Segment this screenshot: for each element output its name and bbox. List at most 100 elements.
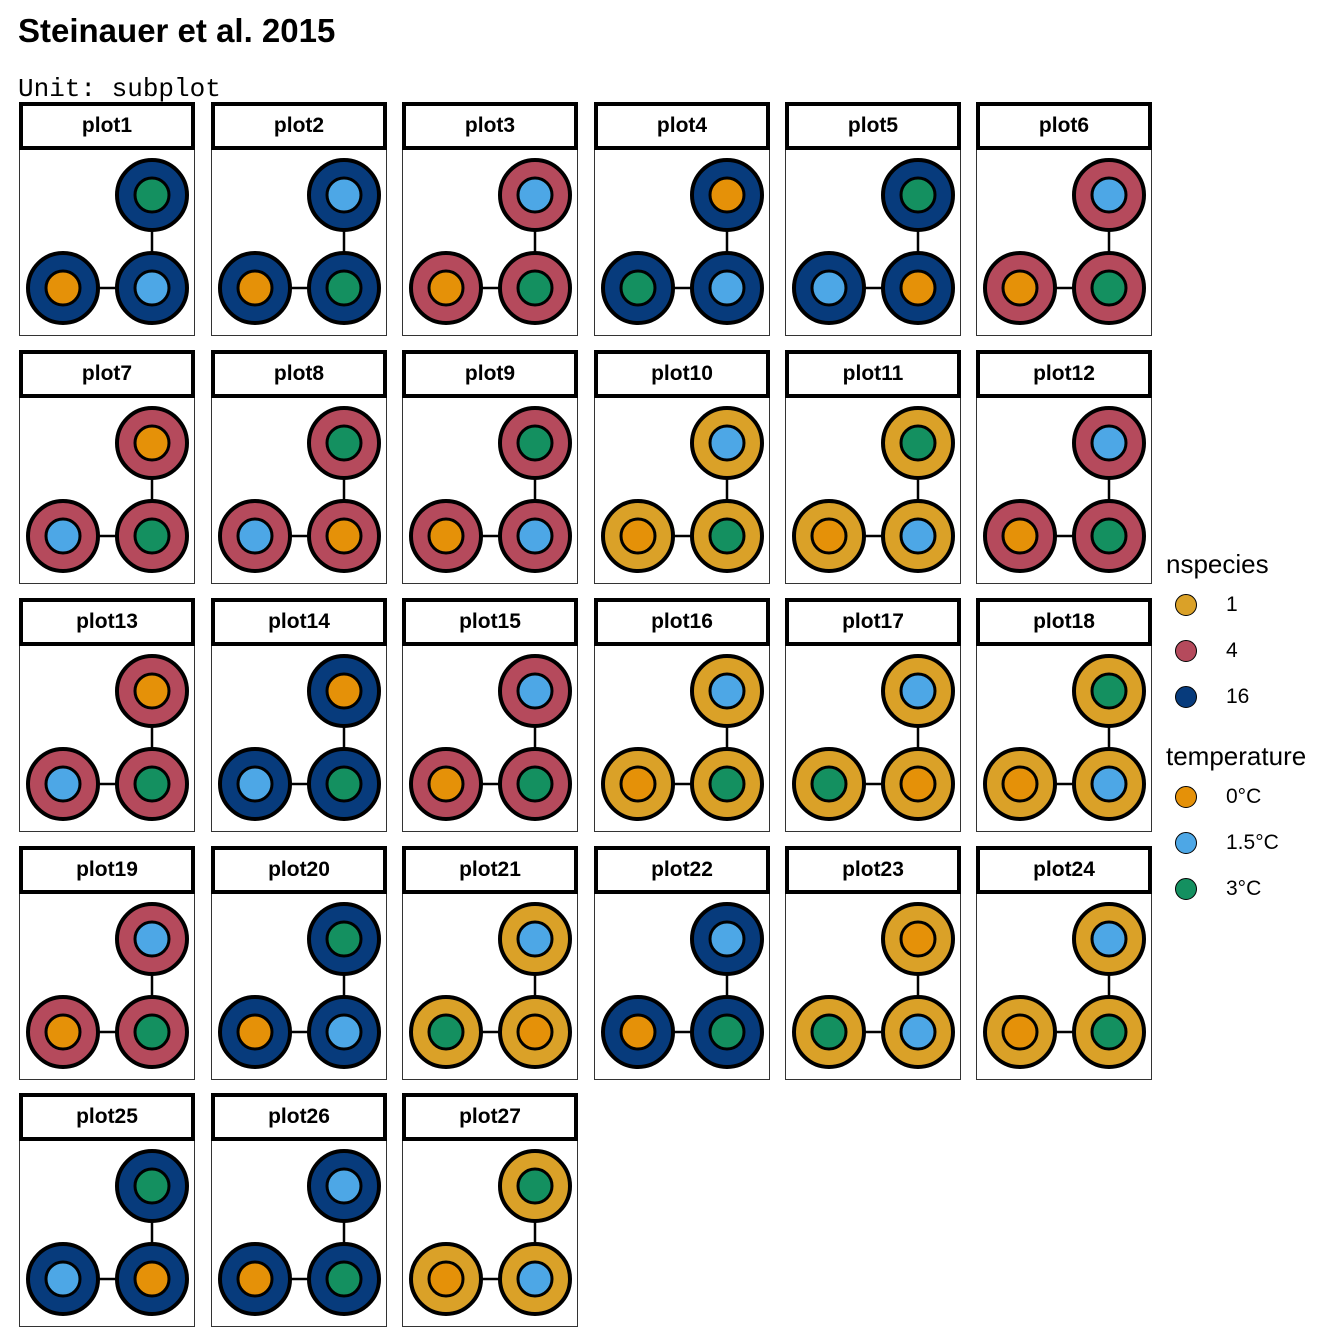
facet-panel: plot9 — [402, 350, 578, 584]
network-graph — [601, 158, 764, 325]
node-inner-temperature — [516, 672, 554, 710]
legend-swatch-temp-1.5 — [1175, 832, 1197, 854]
facet-plot-area — [19, 398, 195, 584]
network-node — [115, 251, 189, 325]
facet-strip-label: plot18 — [976, 598, 1152, 646]
network-graph — [218, 654, 381, 821]
facet-strip-label: plot16 — [594, 598, 770, 646]
node-inner-temperature — [1090, 1013, 1128, 1051]
facet-panel: plot13 — [19, 598, 195, 832]
network-graph — [983, 406, 1146, 573]
facet-strip-label: plot11 — [785, 350, 961, 398]
facet-strip-label: plot26 — [211, 1093, 387, 1141]
node-inner-temperature — [708, 424, 746, 462]
network-node — [601, 251, 675, 325]
facet-strip-label: plot17 — [785, 598, 961, 646]
network-node — [307, 747, 381, 821]
network-graph — [983, 654, 1146, 821]
network-node — [498, 995, 572, 1069]
node-inner-temperature — [133, 672, 171, 710]
facet-strip-label: plot13 — [19, 598, 195, 646]
legend-temperature-title: temperature — [1166, 741, 1307, 771]
node-inner-temperature — [325, 424, 363, 462]
network-node — [115, 1149, 189, 1223]
node-inner-temperature — [133, 920, 171, 958]
node-inner-temperature — [133, 517, 171, 555]
network-node — [792, 251, 866, 325]
network-node — [409, 747, 483, 821]
network-node — [115, 1242, 189, 1316]
network-node — [1072, 499, 1146, 573]
node-inner-temperature — [44, 517, 82, 555]
node-inner-temperature — [619, 517, 657, 555]
network-node — [690, 995, 764, 1069]
node-inner-temperature — [133, 269, 171, 307]
network-node — [498, 1149, 572, 1223]
facet-panel: plot1 — [19, 102, 195, 336]
node-inner-temperature — [899, 920, 937, 958]
facet-panel: plot26 — [211, 1093, 387, 1327]
legend-label: 1 — [1226, 593, 1238, 616]
node-inner-temperature — [899, 517, 937, 555]
facet-strip-label: plot6 — [976, 102, 1152, 150]
network-node — [601, 747, 675, 821]
network-graph — [983, 902, 1146, 1069]
network-graph — [26, 902, 189, 1069]
facet-plot-area — [976, 150, 1152, 336]
network-node — [409, 499, 483, 573]
node-inner-temperature — [516, 1167, 554, 1205]
network-node — [1072, 654, 1146, 728]
facet-panel: plot25 — [19, 1093, 195, 1327]
facet-strip-label: plot14 — [211, 598, 387, 646]
facet-strip-label: plot15 — [402, 598, 578, 646]
facet-plot-area — [594, 398, 770, 584]
network-node — [601, 499, 675, 573]
network-node — [1072, 406, 1146, 480]
node-inner-temperature — [427, 269, 465, 307]
facet-panel: plot11 — [785, 350, 961, 584]
network-node — [690, 654, 764, 728]
facet-plot-area — [211, 894, 387, 1080]
node-inner-temperature — [427, 1013, 465, 1051]
network-node — [881, 406, 955, 480]
facet-plot-area — [402, 646, 578, 832]
network-graph — [218, 406, 381, 573]
node-inner-temperature — [708, 920, 746, 958]
facet-plot-area — [402, 150, 578, 336]
network-node — [792, 499, 866, 573]
facet-strip-label: plot12 — [976, 350, 1152, 398]
network-node — [690, 499, 764, 573]
node-inner-temperature — [1090, 517, 1128, 555]
network-node — [690, 251, 764, 325]
node-inner-temperature — [236, 1260, 274, 1298]
node-inner-temperature — [619, 1013, 657, 1051]
facet-strip-label: plot5 — [785, 102, 961, 150]
facet-plot-area — [211, 1141, 387, 1327]
network-node — [26, 1242, 100, 1316]
network-graph — [26, 158, 189, 325]
facet-plot-area — [211, 646, 387, 832]
node-inner-temperature — [708, 672, 746, 710]
network-node — [218, 499, 292, 573]
node-inner-temperature — [810, 1013, 848, 1051]
facet-strip-label: plot25 — [19, 1093, 195, 1141]
network-node — [307, 902, 381, 976]
network-node — [983, 499, 1057, 573]
legend-label: 1.5°C — [1226, 831, 1279, 854]
network-node — [983, 251, 1057, 325]
legend-swatch-temp-3 — [1175, 878, 1197, 900]
facet-plot-area — [402, 1141, 578, 1327]
node-inner-temperature — [516, 424, 554, 462]
node-inner-temperature — [516, 920, 554, 958]
legend-label: 4 — [1226, 639, 1238, 662]
network-node — [218, 995, 292, 1069]
facet-panel: plot4 — [594, 102, 770, 336]
network-node — [218, 251, 292, 325]
legend-swatch-nspecies-16 — [1175, 686, 1197, 708]
network-node — [409, 1242, 483, 1316]
node-inner-temperature — [516, 1013, 554, 1051]
legend-nspecies-item: 4 — [1166, 628, 1306, 674]
facet-plot-area — [785, 646, 961, 832]
node-inner-temperature — [236, 517, 274, 555]
network-node — [881, 995, 955, 1069]
